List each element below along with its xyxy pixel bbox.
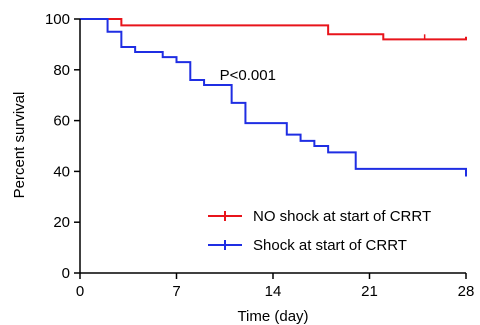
- legend: NO shock at start of CRRT Shock at start …: [208, 208, 431, 254]
- x-axis-label: Time (day): [237, 308, 308, 325]
- x-tick-label: 28: [458, 283, 475, 300]
- y-tick-label: 60: [53, 113, 70, 130]
- y-tick-label: 0: [62, 265, 70, 282]
- legend-label-1: NO shock at start of CRRT: [253, 208, 431, 225]
- x-tick-label: 0: [76, 283, 84, 300]
- x-tick-label: 14: [265, 283, 282, 300]
- legend-label-2: Shock at start of CRRT: [253, 237, 407, 254]
- series-line-1: [80, 18, 467, 41]
- series-layer: [80, 18, 467, 177]
- y-ticks: 0 20 40 60 80 100: [45, 11, 80, 282]
- y-axis-label: Percent survival: [11, 92, 28, 199]
- x-tick-label: 7: [172, 283, 180, 300]
- p-value-annotation: P<0.001: [220, 67, 276, 84]
- y-tick-label: 80: [53, 62, 70, 79]
- x-ticks: 0 7 14 21 28: [76, 273, 475, 300]
- y-tick-label: 40: [53, 163, 70, 180]
- x-tick-label: 21: [361, 283, 378, 300]
- series-line-2: [80, 18, 467, 177]
- y-tick-label: 20: [53, 214, 70, 231]
- y-tick-label: 100: [45, 11, 70, 28]
